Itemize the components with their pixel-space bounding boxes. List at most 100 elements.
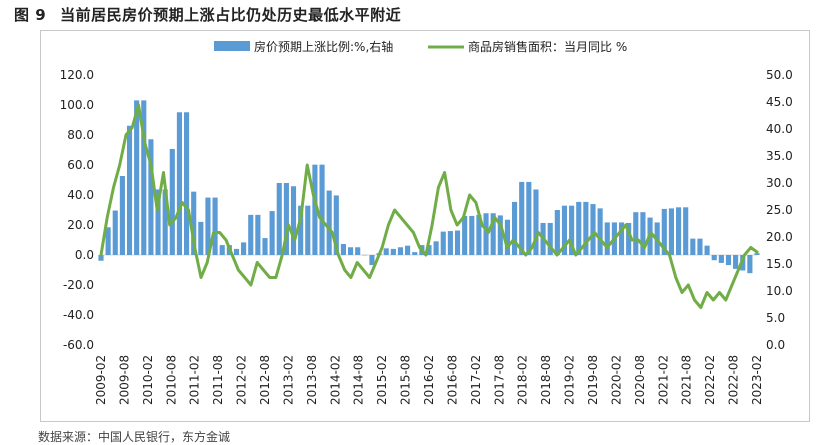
bar [690,238,696,255]
right-axis-tick-label: 40.0 [766,122,793,136]
x-axis-tick-label: 2014-02 [328,355,342,405]
x-axis-tick-label: 2016-08 [445,355,459,405]
x-axis-tick-label: 2022-08 [727,355,741,405]
bar [155,189,161,255]
bar [283,183,289,255]
bar [583,201,589,255]
bar [162,189,168,255]
x-axis-tick-label: 2013-08 [305,355,319,405]
bar [597,208,603,255]
bar [362,254,368,256]
bar [134,100,140,255]
bar [169,148,175,255]
figure-title: 图 9 当前居民房价预期上涨占比仍处历史最低水平附近 [14,4,415,25]
bar [462,215,468,255]
bar [754,253,760,255]
x-axis-tick-label: 2014-08 [352,355,366,405]
bar [390,248,396,255]
bar [198,221,204,255]
bar [333,195,339,255]
left-axis-tick-label: 40.0 [67,188,94,202]
bar [219,245,225,255]
right-axis-tick-label: 10.0 [766,284,793,298]
x-axis-tick-label: 2021-02 [656,355,670,405]
x-axis-tick-label: 2011-02 [188,355,202,405]
right-axis-tick-label: 5.0 [766,311,785,325]
x-axis-tick-label: 2015-08 [399,355,413,405]
bar [119,175,125,255]
bar [305,205,311,255]
left-axis-tick-label: 20.0 [67,218,94,232]
legend: 房价预期上涨比例:%,右轴 商品房销售面积：当月同比 % [214,39,627,54]
left-axis-tick-label: 60.0 [67,158,94,172]
bar [241,242,247,255]
bar [262,238,268,255]
x-axis-tick-label: 2018-08 [539,355,553,405]
bar [683,207,689,255]
bar [569,205,575,255]
x-axis-tick-label: 2016-02 [422,355,436,405]
x-axis-tick-label: 2020-02 [609,355,623,405]
x-axis-tick-label: 2010-02 [141,355,155,405]
left-axis: -60.0 -40.0 -20.0 0.0 20.0 40.0 60.0 80.0 100.0 1… [60,68,94,352]
bar [633,212,639,255]
x-axis-tick-label: 2012-02 [235,355,249,405]
bar [547,222,553,255]
right-axis: 0.0 5.0 10.0 15.0 20.0 25.0 30.0 35.0 40.0 45.0 50… [766,68,793,352]
left-axis-tick-label: -60.0 [63,338,94,352]
bar [98,255,104,261]
legend-label-line: 商品房销售面积：当月同比 % [468,39,627,54]
bar [725,255,732,266]
bar [105,227,111,255]
bar [447,231,453,255]
figure-number: 图 9 [14,6,47,24]
left-axis-tick-label: 0.0 [75,248,94,262]
left-axis-tick-label: -40.0 [63,308,94,322]
bar [405,245,411,255]
bar [590,204,596,255]
bar [355,247,361,255]
bar [269,211,275,255]
x-axis-tick-label: 2023-02 [750,355,764,405]
bar [312,164,318,255]
right-axis-tick-label: 45.0 [766,95,793,109]
x-axis-tick-label: 2019-08 [586,355,600,405]
bar [718,255,724,263]
bar [640,212,646,255]
bar [661,208,667,255]
bar [191,191,197,255]
bar [604,222,610,255]
bar [576,201,582,255]
left-axis-tick-label: 80.0 [67,128,94,142]
bar [298,205,304,255]
legend-swatch-bar [214,41,250,51]
bar [697,238,703,255]
bar [711,255,717,261]
left-axis-tick-label: -20.0 [63,278,94,292]
bar [126,125,133,255]
x-axis-tick-label: 2019-02 [563,355,577,405]
bar [141,100,147,255]
bar [426,245,432,255]
source-note: 数据来源：中国人民银行，东方金诚 [38,430,231,444]
bar [369,255,375,266]
bar [340,244,347,255]
bar [183,112,190,255]
bar [704,245,710,255]
bar [212,197,218,255]
left-axis-tick-label: 120.0 [60,68,94,82]
line-series-path [99,103,759,309]
left-axis-tick-label: 100.0 [60,98,94,112]
x-axis: 2009-02 2009-08 2010-02 2010-08 2011-02 2011-… [94,355,764,405]
x-axis-tick-label: 2011-08 [211,355,225,405]
bar [519,181,525,255]
legend-label-bar: 房价预期上涨比例:%,右轴 [254,39,393,54]
bar [255,214,261,255]
x-axis-tick-label: 2018-02 [516,355,530,405]
bar [469,215,475,255]
bar [176,112,183,255]
x-axis-tick-label: 2012-08 [258,355,272,405]
x-axis-tick-label: 2009-08 [117,355,131,405]
x-axis-tick-label: 2022-02 [703,355,717,405]
bar [148,139,154,255]
